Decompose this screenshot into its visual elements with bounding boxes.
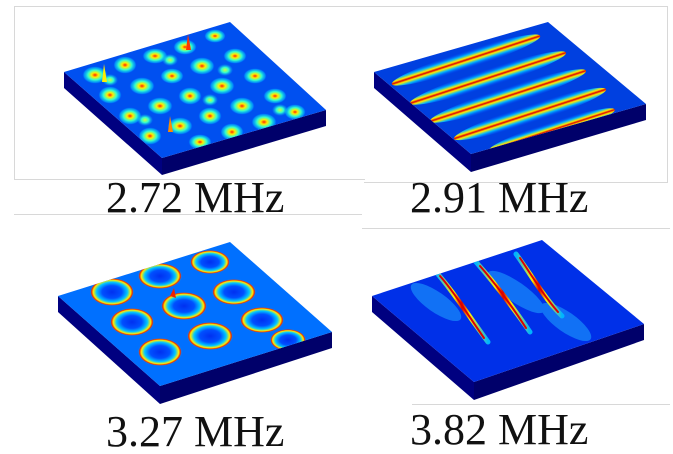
frequency-label-2-91: 2.91 MHz	[410, 173, 589, 222]
mode-plot-3-82	[372, 240, 644, 400]
panel-frame-top-left	[14, 6, 365, 180]
slab-top-face	[372, 240, 644, 382]
slab-front-face	[372, 296, 474, 400]
mode-plot-2-72	[64, 22, 326, 175]
slab-right-face	[162, 110, 326, 175]
slab-right-face	[471, 104, 646, 172]
panel-frame-bottom-right-lower	[412, 404, 670, 406]
frequency-label-2-72: 2.72 MHz	[106, 173, 285, 222]
mode-plot-2-91	[374, 22, 646, 172]
slab-right-face	[160, 332, 332, 404]
mode-field	[410, 251, 592, 345]
slab-front-face	[58, 296, 160, 404]
panel-frame-bottom-right	[362, 228, 670, 230]
slab-front-face	[64, 72, 162, 175]
mode-field	[90, 250, 306, 366]
frequency-label-3-82: 3.82 MHz	[410, 405, 589, 454]
slab-right-face	[474, 324, 644, 400]
mode-field	[82, 29, 306, 150]
panel-frame-bottom-left	[14, 214, 362, 216]
panel-frame-top-right	[364, 6, 668, 183]
mode-plot-3-27	[58, 242, 332, 404]
slab-front-face	[374, 72, 471, 172]
frequency-label-3-27: 3.27 MHz	[106, 407, 285, 454]
